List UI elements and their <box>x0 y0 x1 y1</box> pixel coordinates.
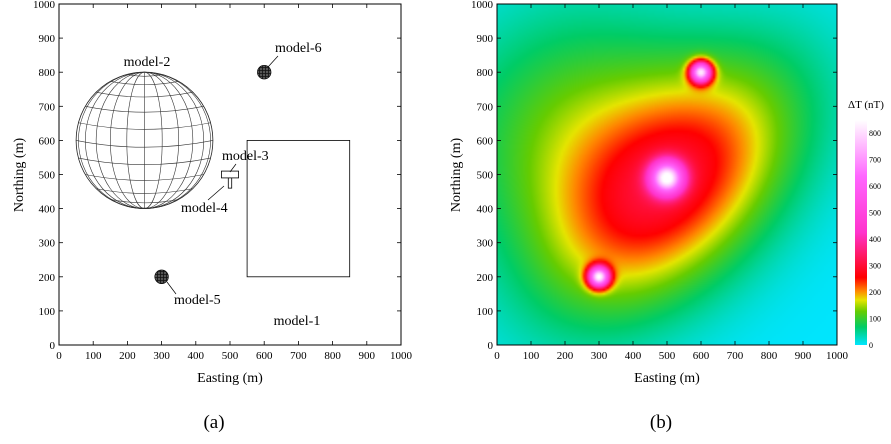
panel-a-axes: 0 100 200 300 400 500 600 700 800 900 1000 0 100 200 3… <box>33 0 413 362</box>
colorbar-tick-label: 400 <box>869 235 881 244</box>
panel-b-x-tick-label: 1000 <box>826 350 849 362</box>
panel-b-y-tick-label: 800 <box>477 67 494 79</box>
panel-b-x-tick-label: 600 <box>693 350 710 362</box>
model-3-leader <box>229 163 237 173</box>
panel-a-y-tick-label: 200 <box>39 272 56 284</box>
panel-a-x-tick-label: 800 <box>324 350 341 362</box>
panel-a-x-tick-label: 100 <box>85 350 102 362</box>
panel-b-x-tick-label: 500 <box>659 350 676 362</box>
panel-b-y-tick-label: 600 <box>477 135 494 147</box>
colorbar-tick-label: 500 <box>869 209 881 218</box>
model-2-parallel <box>78 122 211 130</box>
colorbar-tick-label: 200 <box>869 288 881 297</box>
model-3-block <box>221 170 239 179</box>
colorbar-tick-label: 300 <box>869 262 881 271</box>
panel-a-y-tick-label: 0 <box>50 340 56 352</box>
model-4-leader <box>207 185 225 201</box>
colorbar-title: ΔT (nT) <box>848 99 884 111</box>
model-5-sphere <box>154 269 169 284</box>
model-5-leader <box>166 281 177 295</box>
panel-b-y-tick-label: 300 <box>477 238 494 250</box>
panel-b-y-tick-label: 900 <box>477 33 494 45</box>
panel-a-x-tick-label: 1000 <box>390 350 413 362</box>
colorbar <box>855 120 867 345</box>
model-2-sphere <box>75 71 214 209</box>
panel-a-x-tick-label: 0 <box>56 350 62 362</box>
panel-a-label: (a) <box>203 412 224 433</box>
panel-a-y-tick-label: 100 <box>39 306 56 318</box>
panel-a-x-tick-label: 400 <box>188 350 205 362</box>
panel-b-x-tick-label: 0 <box>494 350 500 362</box>
model-2-parallel <box>126 74 163 77</box>
panel-b-y-axis-label: Northing (m) <box>449 138 464 213</box>
model-2-parallel <box>76 140 213 148</box>
panel-b-x-tick-label: 400 <box>625 350 642 362</box>
panel-b-y-tick-label: 200 <box>477 272 494 284</box>
panel-a-y-tick-label: 600 <box>39 135 56 147</box>
panel-a-x-tick-label: 900 <box>359 350 376 362</box>
model-2-label: model-2 <box>124 55 171 70</box>
model-4-label: model-4 <box>181 201 228 216</box>
model-2-parallel <box>110 81 179 86</box>
model-2-parallel <box>85 174 204 181</box>
panel-a-y-tick-label: 500 <box>39 170 56 182</box>
panel-a-y-tick-label: 900 <box>39 33 56 45</box>
panel-a-x-axis-label: Easting (m) <box>197 371 263 386</box>
panel-b-x-axis-label: Easting (m) <box>634 371 700 386</box>
panel-b-x-tick-label: 200 <box>557 350 574 362</box>
model-2-parallel <box>78 157 211 165</box>
model-3-label: model-3 <box>222 149 269 164</box>
panel-b-x-tick-label: 800 <box>761 350 778 362</box>
model-2-parallel <box>96 91 193 98</box>
panel-b-x-tick-label: 100 <box>523 350 540 362</box>
model-1-rectangle <box>246 139 351 278</box>
colorbar-tick-label: 600 <box>869 182 881 191</box>
panel-a-x-tick-label: 700 <box>290 350 307 362</box>
model-1-label: model-1 <box>274 314 321 329</box>
panel-b-x-tick-label: 700 <box>727 350 744 362</box>
colorbar-tick-label: 700 <box>869 156 881 165</box>
panel-b-y-tick-label: 100 <box>477 306 494 318</box>
panel-b-y-tick-label: 500 <box>477 170 494 182</box>
panel-a-y-tick-label: 800 <box>39 67 56 79</box>
colorbar-tick-label: 800 <box>869 129 881 138</box>
model-5-label: model-5 <box>174 293 221 308</box>
model-6-leader <box>267 55 279 68</box>
model-2-parallel <box>96 188 193 194</box>
panel-a-chart: 0 100 200 300 400 500 600 700 800 900 1000 0 100 200 3… <box>12 0 413 433</box>
panel-b-chart: 0 100 200 300 400 500 600 700 800 900 100001002003… <box>449 0 884 433</box>
panel-a-x-tick-label: 300 <box>153 350 170 362</box>
panel-b-y-tick-label: 700 <box>477 101 494 113</box>
panel-b-y-tick-label: 400 <box>477 204 494 216</box>
model-6-sphere <box>257 65 272 80</box>
panel-a-y-axis-label: Northing (m) <box>12 138 27 213</box>
panel-b-axes: 0 100 200 300 400 500 600 700 800 900 1000 0 100 200 3… <box>471 0 849 362</box>
panel-a-y-tick-label: 700 <box>39 101 56 113</box>
panel-a-x-tick-label: 600 <box>256 350 273 362</box>
panel-a-y-tick-label: 400 <box>39 204 56 216</box>
panel-a-y-tick-label: 1000 <box>33 0 56 11</box>
model-2-parallel <box>85 106 204 113</box>
panel-b-label: (b) <box>650 412 672 433</box>
colorbar-ticks: 0 100 200 300 400 500 600 700 800 <box>869 129 881 350</box>
magnetic-anomaly-heatmap <box>497 4 837 345</box>
panel-b-y-tick-label: 0 <box>488 340 494 352</box>
colorbar-tick-label: 100 <box>869 315 881 324</box>
panel-b-x-tick-label: 900 <box>795 350 812 362</box>
model-6-label: model-6 <box>275 41 322 56</box>
panel-b-y-tick-label: 1000 <box>471 0 494 11</box>
panel-a-y-tick-label: 300 <box>39 238 56 250</box>
panel-a-x-tick-label: 200 <box>119 350 136 362</box>
model-2-parallel <box>126 205 163 209</box>
model-2-parallel <box>110 199 179 204</box>
model-4-block <box>227 177 233 189</box>
panel-b-x-tick-label: 300 <box>591 350 608 362</box>
colorbar-tick-label: 0 <box>869 341 873 350</box>
panel-a-x-tick-label: 500 <box>222 350 239 362</box>
